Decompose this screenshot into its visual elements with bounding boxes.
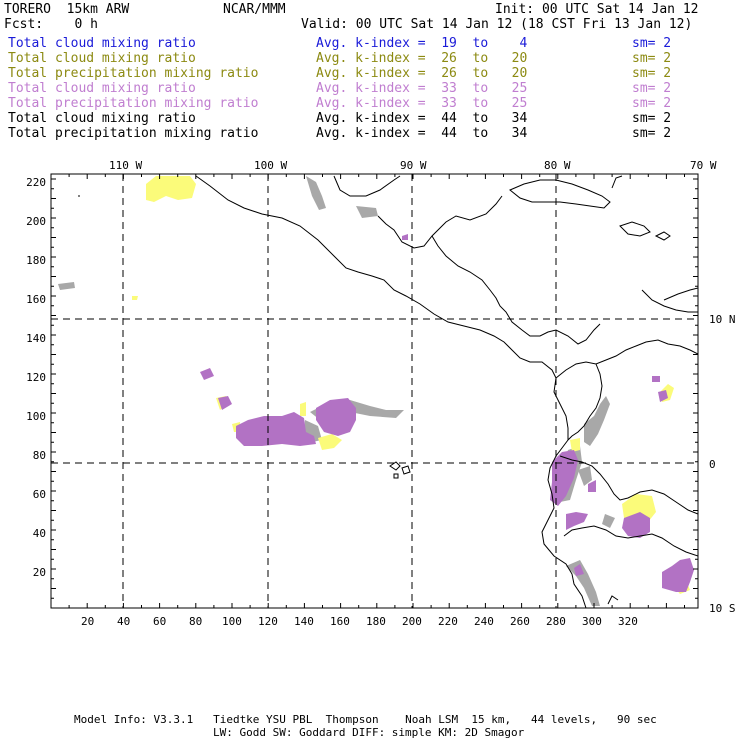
x-tick-label: 280 [546, 615, 566, 628]
legend-sm-1: sm= 2 [632, 36, 672, 51]
model-info-line-1: Model Info: V3.3.1 Tiedtke YSU PBL Thomp… [74, 713, 657, 726]
legend-sm-2: sm= 2 [632, 51, 672, 66]
y-tick-label: 40 [32, 527, 46, 540]
legend-sm-5: sm= 2 [632, 96, 672, 111]
lat-label-10s: 10 S [709, 602, 736, 615]
map-content [51, 174, 698, 608]
legend-kindex-5: Avg. k-index = 33 to 25 [316, 96, 528, 111]
y-tick-label: 160 [26, 293, 46, 306]
x-tick-label: 300 [582, 615, 602, 628]
forecast-hour: Fcst: 0 h [4, 17, 98, 32]
model-info-line-2: LW: Godd SW: Goddard DIFF: simple KM: 2D… [213, 726, 525, 739]
legend-sm-7: sm= 2 [632, 126, 672, 141]
y-tick-label: 20 [32, 566, 46, 579]
init-time: Init: 00 UTC Sat 14 Jan 12 [495, 2, 699, 17]
legend-kindex-4: Avg. k-index = 33 to 25 [316, 81, 528, 96]
y-tick-label: 100 [26, 410, 46, 423]
lon-label-90w: 90 W [400, 159, 427, 172]
coastlines [78, 175, 698, 608]
x-tick-label: 320 [618, 615, 638, 628]
y-tick-label: 220 [26, 176, 46, 189]
y-tick-label: 180 [26, 254, 46, 267]
x-tick-label: 60 [153, 615, 167, 628]
map-frame [50, 173, 699, 609]
x-tick-label: 80 [189, 615, 203, 628]
y-tick-label: 60 [32, 488, 46, 501]
x-tick-label: 260 [510, 615, 530, 628]
legend-name-5: Total precipitation mixing ratio [8, 96, 259, 111]
legend-name-3: Total precipitation mixing ratio [8, 66, 259, 81]
legend-name-6: Total cloud mixing ratio [8, 111, 196, 126]
lon-label-110w: 110 W [109, 159, 143, 172]
gray-cloud-areas [58, 176, 615, 606]
legend-name-1: Total cloud mixing ratio [8, 36, 196, 51]
y-tick-label: 200 [26, 215, 46, 228]
purple-shading-areas [200, 234, 694, 592]
x-tick-label: 220 [438, 615, 458, 628]
legend-sm-4: sm= 2 [632, 81, 672, 96]
model-title: TORERO 15km ARW [4, 2, 130, 17]
lat-lon-grid [51, 174, 698, 608]
lon-label-70w: 70 W [690, 159, 717, 172]
x-tick-label: 180 [366, 615, 386, 628]
legend-kindex-6: Avg. k-index = 44 to 34 [316, 111, 528, 126]
legend-kindex-1: Avg. k-index = 19 to 4 [316, 36, 528, 51]
lon-label-80w: 80 W [544, 159, 571, 172]
legend-name-2: Total cloud mixing ratio [8, 51, 196, 66]
x-tick-label: 40 [117, 615, 131, 628]
y-tick-label: 140 [26, 332, 46, 345]
lat-label-0: 0 [709, 458, 716, 471]
lon-label-100w: 100 W [254, 159, 288, 172]
legend-name-4: Total cloud mixing ratio [8, 81, 196, 96]
x-tick-label: 20 [81, 615, 95, 628]
legend-kindex-3: Avg. k-index = 26 to 20 [316, 66, 528, 81]
x-tick-label: 240 [474, 615, 494, 628]
y-tick-label: 80 [32, 449, 46, 462]
lat-label-10n: 10 N [709, 313, 736, 326]
y-axis-ticks [51, 178, 698, 609]
x-tick-label: 120 [258, 615, 278, 628]
x-axis-ticks [50, 174, 685, 608]
valid-time: Valid: 00 UTC Sat 14 Jan 12 (18 CST Fri … [301, 17, 693, 32]
legend-kindex-2: Avg. k-index = 26 to 20 [316, 51, 528, 66]
legend-sm-3: sm= 2 [632, 66, 672, 81]
legend-sm-6: sm= 2 [632, 111, 672, 126]
x-tick-label: 160 [330, 615, 350, 628]
legend-name-7: Total precipitation mixing ratio [8, 126, 259, 141]
x-tick-label: 100 [222, 615, 242, 628]
x-tick-label: 140 [294, 615, 314, 628]
yellow-shading-areas [132, 176, 690, 594]
x-tick-label: 200 [402, 615, 422, 628]
y-tick-label: 120 [26, 371, 46, 384]
center-name: NCAR/MMM [223, 2, 286, 17]
legend-kindex-7: Avg. k-index = 44 to 34 [316, 126, 528, 141]
